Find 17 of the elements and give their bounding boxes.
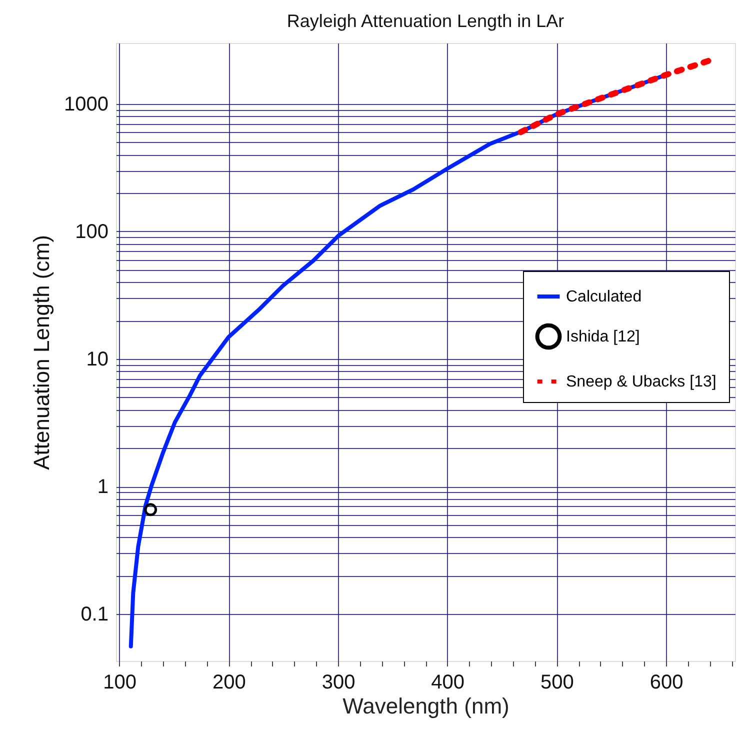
y-axis-title: Attenuation Length (cm) — [29, 235, 54, 470]
y-tick-label: 0.1 — [80, 604, 108, 626]
legend-label: Sneep & Ubacks [13] — [566, 374, 716, 390]
x-tick-label: 300 — [322, 672, 356, 694]
y-tick-label: 1000 — [64, 93, 108, 116]
legend-label: Ishida [12] — [566, 328, 640, 346]
legend-label: Calculated — [566, 288, 642, 306]
x-tick-label: 600 — [650, 672, 684, 694]
chart-title: Rayleigh Attenuation Length in LAr — [286, 11, 564, 31]
y-tick-label: 1 — [97, 476, 108, 498]
x-tick-label: 400 — [431, 672, 465, 694]
x-tick-label: 500 — [540, 672, 574, 694]
y-tick-label: 10 — [86, 348, 108, 371]
x-tick-label: 200 — [212, 672, 246, 694]
x-axis-title: Wavelength (nm) — [342, 694, 510, 718]
y-tick-label: 100 — [75, 220, 108, 243]
x-tick-label: 100 — [103, 672, 136, 694]
